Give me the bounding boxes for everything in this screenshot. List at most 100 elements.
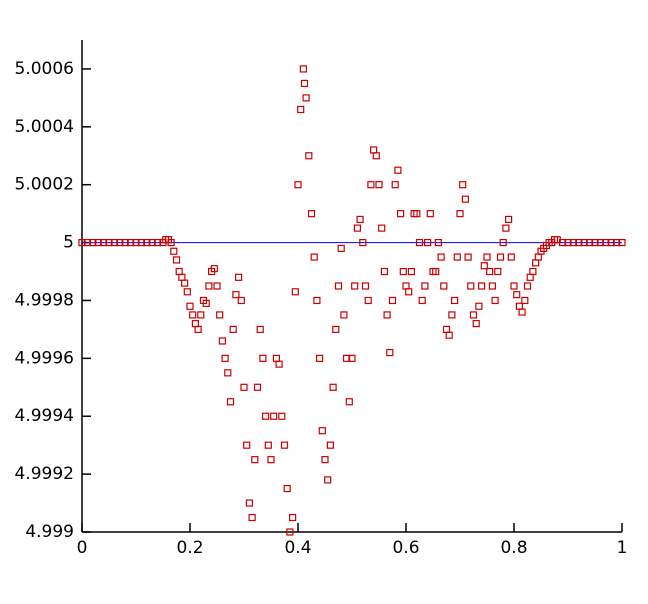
point xyxy=(345,398,353,406)
point xyxy=(132,238,140,247)
point xyxy=(221,354,229,362)
point xyxy=(472,320,480,328)
point xyxy=(618,238,626,247)
point xyxy=(143,238,151,247)
point xyxy=(297,105,305,114)
point xyxy=(496,253,505,261)
y-tick-label: 4.9992 xyxy=(15,464,74,484)
point xyxy=(469,311,478,319)
point xyxy=(235,273,243,281)
point xyxy=(334,282,343,290)
point xyxy=(499,238,507,247)
x-tick-label: 0 xyxy=(77,538,88,558)
point xyxy=(267,456,275,464)
point xyxy=(332,325,340,334)
point xyxy=(181,279,189,287)
point xyxy=(194,325,202,334)
point xyxy=(510,282,518,290)
point xyxy=(526,273,534,281)
point xyxy=(340,311,348,319)
point xyxy=(424,238,432,247)
point xyxy=(283,484,291,493)
point xyxy=(370,146,378,154)
point xyxy=(402,282,410,290)
point xyxy=(580,238,588,247)
point xyxy=(523,282,532,290)
point xyxy=(89,238,97,247)
point xyxy=(318,427,326,435)
point xyxy=(240,383,248,391)
point xyxy=(270,412,278,420)
point xyxy=(307,210,316,218)
point xyxy=(170,247,178,255)
point xyxy=(248,513,256,522)
point xyxy=(378,224,386,232)
point xyxy=(453,253,461,261)
point xyxy=(218,337,226,345)
point xyxy=(343,354,351,362)
point xyxy=(172,256,181,264)
point xyxy=(434,238,442,247)
point xyxy=(467,282,475,290)
point xyxy=(415,238,424,247)
point xyxy=(367,181,375,189)
point xyxy=(359,238,367,247)
point xyxy=(226,398,235,406)
point xyxy=(356,215,364,224)
x-tick-label: 1 xyxy=(617,538,628,558)
x-tick-label: 0.4 xyxy=(284,538,311,558)
point xyxy=(361,282,370,290)
point xyxy=(310,253,318,261)
point xyxy=(445,331,453,339)
point xyxy=(154,238,162,247)
point xyxy=(521,296,529,305)
point xyxy=(426,210,434,218)
point xyxy=(397,210,405,218)
point xyxy=(348,354,356,362)
point xyxy=(302,94,310,102)
point xyxy=(502,224,510,232)
point xyxy=(437,253,445,261)
point xyxy=(488,282,496,290)
point xyxy=(388,296,397,305)
point xyxy=(456,210,464,218)
point xyxy=(210,265,218,273)
point xyxy=(364,296,372,305)
y-tick-label: 5.0002 xyxy=(15,175,74,195)
point xyxy=(475,302,483,310)
point xyxy=(280,441,289,449)
point xyxy=(507,253,515,261)
point xyxy=(513,291,521,299)
point xyxy=(175,267,183,276)
x-tick-label: 0.8 xyxy=(500,538,527,558)
point xyxy=(478,282,486,290)
point xyxy=(421,282,429,290)
point xyxy=(229,325,237,334)
point xyxy=(418,296,426,305)
y-tick-label: 4.9996 xyxy=(15,348,74,368)
point xyxy=(486,267,494,276)
point xyxy=(505,215,513,224)
y-tick-label: 5.0006 xyxy=(15,59,74,79)
point xyxy=(278,412,286,420)
y-tick-label: 4.9998 xyxy=(15,290,74,310)
point xyxy=(515,302,524,310)
point xyxy=(607,238,615,247)
point xyxy=(324,476,332,484)
point xyxy=(337,244,345,252)
point xyxy=(432,267,440,276)
point xyxy=(442,325,451,334)
point xyxy=(237,296,245,305)
y-tick-label: 4.9994 xyxy=(15,406,74,426)
point xyxy=(259,354,267,362)
point xyxy=(383,311,391,319)
point xyxy=(491,296,499,305)
point xyxy=(216,311,224,319)
point xyxy=(321,456,329,464)
point xyxy=(326,441,334,449)
point xyxy=(461,195,469,203)
point xyxy=(178,273,186,281)
point xyxy=(305,152,313,160)
point xyxy=(405,288,413,296)
point xyxy=(202,299,210,307)
